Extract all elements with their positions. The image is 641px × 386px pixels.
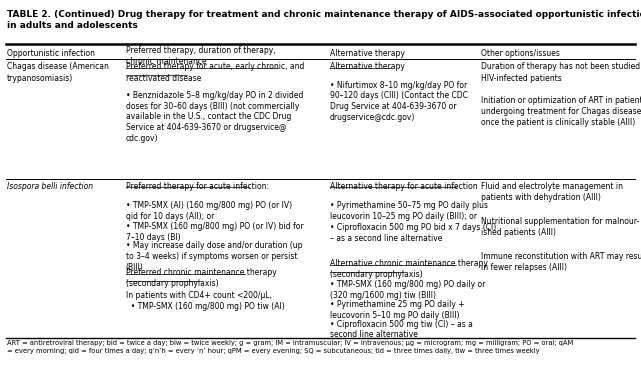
Text: • Ciprofloxacin 500 mg tiw (CI) – as a
second line alternative: • Ciprofloxacin 500 mg tiw (CI) – as a s… bbox=[330, 320, 473, 339]
Text: Isospora belli infection: Isospora belli infection bbox=[7, 182, 93, 191]
Text: Chagas disease (American
trypanosomiasis): Chagas disease (American trypanosomiasis… bbox=[7, 63, 109, 83]
Text: • May increase daily dose and/or duration (up
to 3–4 weeks) if symptoms worsen o: • May increase daily dose and/or duratio… bbox=[126, 241, 303, 272]
Text: Preferred therapy for acute infection:: Preferred therapy for acute infection: bbox=[126, 182, 269, 191]
Text: Alternative chronic maintenance therapy
(secondary prophylaxis): Alternative chronic maintenance therapy … bbox=[330, 259, 488, 279]
Text: • TMP-SMX (160 mg/800 mg) PO daily or
(320 mg/1600 mg) tiw (BIII): • TMP-SMX (160 mg/800 mg) PO daily or (3… bbox=[330, 280, 485, 300]
Text: Preferred therapy, duration of therapy,
chronic maintenance: Preferred therapy, duration of therapy, … bbox=[126, 46, 276, 66]
Text: • TMP-SMX (160 mg/800 mg) PO (or IV) bid for
7–10 days (BI): • TMP-SMX (160 mg/800 mg) PO (or IV) bid… bbox=[126, 222, 303, 242]
Text: • TMP-SMX (AI) (160 mg/800 mg) PO (or IV)
qid for 10 days (AII); or: • TMP-SMX (AI) (160 mg/800 mg) PO (or IV… bbox=[126, 201, 292, 221]
Text: • Benznidazole 5–8 mg/kg/day PO in 2 divided
doses for 30–60 days (BIII) (not co: • Benznidazole 5–8 mg/kg/day PO in 2 div… bbox=[126, 91, 303, 143]
Text: TABLE 2. (Continued) Drug therapy for treatment and chronic maintenance therapy : TABLE 2. (Continued) Drug therapy for tr… bbox=[7, 10, 641, 30]
Text: Preferred therapy for acute, early chronic, and
reactivated disease: Preferred therapy for acute, early chron… bbox=[126, 63, 304, 83]
Text: In patients with CD4+ count <200/μL,
  • TMP-SMX (160 mg/800 mg) PO tiw (AI): In patients with CD4+ count <200/μL, • T… bbox=[126, 291, 285, 311]
Text: ART = antiretroviral therapy; bid = twice a day; biw = twice weekly; g = gram; I: ART = antiretroviral therapy; bid = twic… bbox=[7, 340, 573, 354]
Text: Other options/issues: Other options/issues bbox=[481, 49, 560, 58]
Text: Fluid and electrolyte management in
patients with dehydration (AIII)

Nutritiona: Fluid and electrolyte management in pati… bbox=[481, 182, 641, 272]
Text: Alternative therapy for acute infection: Alternative therapy for acute infection bbox=[330, 182, 478, 191]
Text: • Nifurtimox 8–10 mg/kg/day PO for
90–120 days (CIII) (Contact the CDC
Drug Serv: • Nifurtimox 8–10 mg/kg/day PO for 90–12… bbox=[330, 81, 468, 122]
Text: • Pyrimethamine 25 mg PO daily +
leucovorin 5–10 mg PO daily (BIII): • Pyrimethamine 25 mg PO daily + leucovo… bbox=[330, 300, 465, 320]
Text: Duration of therapy has not been studied in
HIV-infected patients

Initiation or: Duration of therapy has not been studied… bbox=[481, 63, 641, 127]
Text: Opportunistic infection: Opportunistic infection bbox=[7, 49, 95, 58]
Text: • Ciprofloxacin 500 mg PO bid x 7 days (CI)
– as a second line alternative: • Ciprofloxacin 500 mg PO bid x 7 days (… bbox=[330, 223, 496, 243]
Text: Alternative therapy: Alternative therapy bbox=[330, 49, 405, 58]
Text: Alternative therapy: Alternative therapy bbox=[330, 63, 405, 71]
Text: • Pyrimethamine 50–75 mg PO daily plus
leucovorin 10–25 mg PO daily (BIII); or: • Pyrimethamine 50–75 mg PO daily plus l… bbox=[330, 201, 488, 221]
Text: Preferred chronic maintenance therapy
(secondary prophylaxis): Preferred chronic maintenance therapy (s… bbox=[126, 268, 276, 288]
